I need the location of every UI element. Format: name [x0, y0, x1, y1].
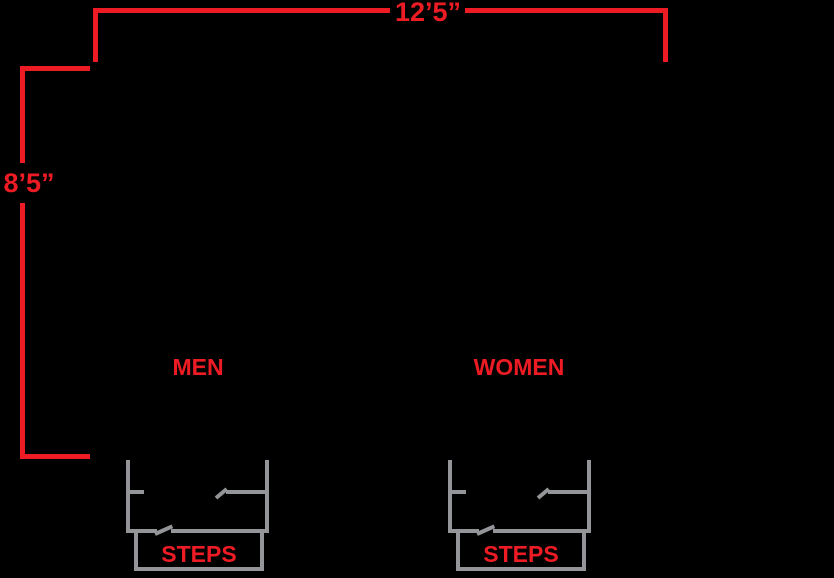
- stair-tread-left-line: [130, 490, 144, 494]
- stair-rail-left-line: [126, 460, 130, 533]
- left-dimension-segment-top: [20, 66, 25, 163]
- stair-tread-right-line: [548, 490, 587, 494]
- top-dimension-segment-left: [93, 8, 390, 13]
- steps-box-bottom-line: [134, 567, 264, 571]
- top-dimension-tick-right: [663, 8, 668, 62]
- steps-box-right-line: [260, 531, 264, 571]
- men-room-label: MEN: [172, 354, 224, 380]
- stair-tread-right-line: [226, 490, 265, 494]
- steps-label: STEPS: [161, 541, 237, 567]
- steps-box-bottom-line: [456, 567, 586, 571]
- top-dimension-segment-right: [465, 8, 668, 13]
- height-dimension-label: 8’5”: [3, 168, 55, 198]
- top-dimension-tick-left: [93, 8, 98, 62]
- women-stairs: STEPS: [448, 458, 592, 574]
- steps-box-left-line: [134, 531, 138, 571]
- width-dimension-label: 12’5”: [394, 0, 462, 27]
- women-room-label: WOMEN: [473, 354, 565, 380]
- stair-tread-left-line: [452, 490, 466, 494]
- steps-box-top-left-line: [450, 529, 479, 533]
- stair-rail-right-line: [587, 460, 591, 533]
- steps-box-right-line: [582, 531, 586, 571]
- stair-rail-right-line: [265, 460, 269, 533]
- steps-box-top-left-line: [128, 529, 157, 533]
- left-dimension-tick-top: [20, 66, 90, 71]
- men-stairs: STEPS: [126, 458, 270, 574]
- left-dimension-tick-bottom: [20, 454, 90, 459]
- steps-label: STEPS: [483, 541, 559, 567]
- left-dimension-segment-bottom: [20, 203, 25, 459]
- steps-box-left-line: [456, 531, 460, 571]
- stair-rail-left-line: [448, 460, 452, 533]
- steps-box-top-right-line: [171, 529, 269, 533]
- steps-box-top-right-line: [493, 529, 591, 533]
